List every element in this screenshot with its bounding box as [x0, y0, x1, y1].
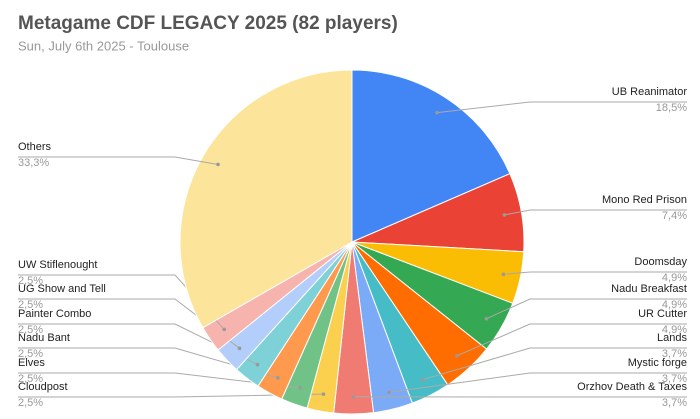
leader-line: [504, 209, 687, 216]
slice-value-label: 2,5%: [18, 299, 43, 311]
slice-label: Orzhov Death & Taxes: [577, 381, 687, 393]
leader-line: [503, 271, 687, 275]
leader-dot: [276, 376, 280, 380]
leader-dot: [351, 394, 356, 399]
leader-dot: [237, 346, 242, 351]
slice-label: UG Show and Tell: [18, 283, 106, 295]
slice-value-label: 33,3%: [18, 157, 49, 169]
slice-label: Others: [18, 141, 52, 153]
slice-label: Mystic forge: [628, 357, 687, 369]
chart-subtitle: Sun, July 6th 2025 - Toulouse: [18, 38, 189, 53]
slice-label: Cloudpost: [18, 381, 68, 393]
leader-dot: [298, 386, 302, 390]
leader-line: [389, 372, 687, 393]
leader-dot: [216, 162, 220, 167]
slice-value-label: 7,4%: [662, 210, 687, 222]
pie-slice: [179, 69, 353, 329]
leader-dot: [321, 392, 326, 396]
leader-dot: [455, 354, 459, 358]
leader-dot: [501, 272, 506, 277]
pie-slice: [351, 69, 511, 243]
slice-value-label: 2,5%: [18, 397, 43, 409]
leader-dot: [255, 362, 260, 367]
slice-label: Elves: [18, 357, 45, 369]
slice-value-label: 3,7%: [662, 348, 687, 360]
slice-value-label: 4,9%: [662, 272, 687, 284]
slice-value-label: 2,5%: [18, 348, 43, 360]
slice-value-label: 2,5%: [18, 373, 43, 385]
slice-value-label: 2,5%: [18, 275, 43, 287]
slice-label: Lands: [657, 332, 687, 344]
slice-value-label: 2,5%: [18, 324, 43, 336]
chart-title: Metagame CDF LEGACY 2025 (82 players): [18, 13, 398, 34]
slice-value-label: 3,7%: [662, 397, 687, 409]
leader-dot: [484, 316, 489, 321]
slice-label: Mono Red Prison: [602, 194, 687, 206]
leader-line: [486, 298, 687, 320]
slice-label: Nadu Breakfast: [611, 283, 687, 295]
slice-label: Doomsday: [634, 256, 687, 268]
slice-value-label: 4,9%: [662, 299, 687, 311]
leader-line: [436, 101, 687, 114]
leader-line: [456, 323, 687, 357]
leader-dot: [502, 213, 507, 217]
slice-label: Nadu Bant: [18, 332, 70, 344]
slice-label: UR Cutter: [638, 308, 687, 320]
slice-label: Painter Combo: [18, 308, 91, 320]
leader-dot: [387, 390, 391, 395]
slice-value-label: 4,9%: [662, 324, 687, 336]
slice-label: UB Reanimator: [612, 86, 688, 98]
leader-dot: [420, 377, 425, 382]
slice-label: UW Stiflenought: [18, 259, 97, 271]
leader-dot: [435, 110, 439, 115]
leader-line: [18, 156, 219, 165]
leader-dot: [222, 327, 227, 332]
slice-value-label: 3,7%: [662, 373, 687, 385]
leader-line: [422, 347, 687, 381]
slice-value-label: 18,5%: [656, 102, 687, 114]
